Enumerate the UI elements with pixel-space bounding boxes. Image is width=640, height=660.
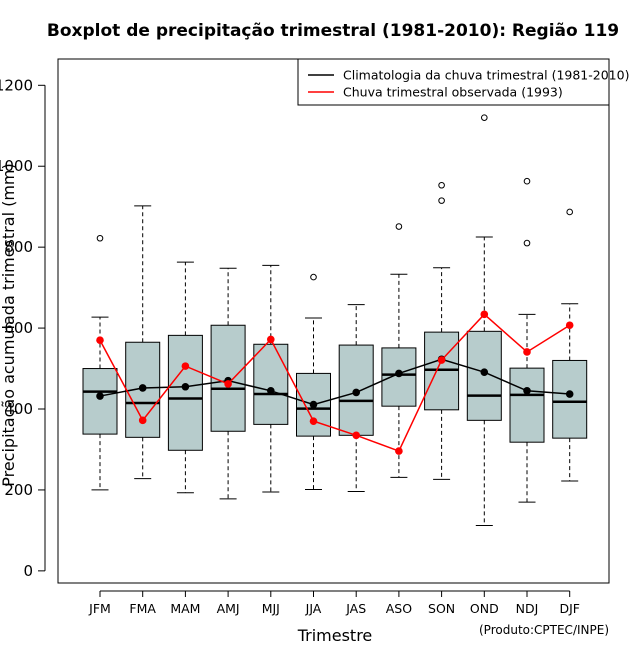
y-axis-label: Precipitação acumulada trimestral (mm) [0,163,18,487]
climatology-point [96,392,104,400]
y-tick-label: 0 [23,562,33,580]
x-tick-label: MAM [170,601,200,616]
outlier-point [438,197,445,204]
box-ond [466,114,502,527]
y-tick-label: 600 [4,319,33,337]
outlier-point [96,234,104,242]
credit-note: (Produto:CPTEC/INPE) [479,623,609,637]
observed-point [437,356,446,364]
outlier-point [523,177,531,185]
observed-point [480,310,489,319]
box-mam [167,261,203,494]
legend-label: Chuva trimestral observada (1993) [343,85,563,100]
outlier-point [438,181,445,189]
iqr-box [82,368,118,435]
outlier-point [481,114,488,121]
observed-point [138,416,147,425]
chart-title: Boxplot de precipitação trimestral (1981… [47,21,619,41]
x-tick-label: SON [428,601,455,616]
observed-point [352,431,361,440]
outlier-point [310,273,317,281]
climatology-point [523,386,531,395]
observed-point [309,417,318,425]
box-jfm [82,234,118,491]
x-tick-label: MJJ [262,601,280,616]
x-tick-label: DJF [559,601,580,616]
legend-box [297,58,610,106]
box-mjj [253,264,289,493]
x-tick-label: AMJ [217,601,240,616]
y-tick-label: 800 [4,238,33,256]
legend-label: Climatologia da chuva trimestral (1981-2… [343,68,629,83]
y-tick-label: 1200 [0,76,33,94]
box-jja [296,273,331,491]
observed-point [96,336,104,345]
outlier-point [395,223,403,230]
climatology-point [309,400,318,409]
x-tick-label: ASO [386,601,412,616]
box-son [424,181,460,480]
observed-point [565,321,574,330]
outlier-point [566,208,574,216]
plot-frame [57,58,610,584]
x-tick-label: FMA [129,601,156,616]
observed-point [267,335,275,344]
y-tick-label: 1000 [0,157,33,175]
observed-point [224,380,232,388]
climatology-point [352,388,361,397]
climatology-point [138,384,147,392]
x-axis-label: Trimestre [297,626,373,645]
box-ndj [509,177,545,503]
observed-line [99,313,571,453]
iqr-box [509,367,545,443]
x-tick-label: OND [470,601,499,616]
x-tick-label: NDJ [516,601,539,616]
climatology-point [395,369,403,378]
climatology-point [565,390,574,398]
x-tick-label: JFM [88,601,111,616]
box-aso [381,223,417,478]
iqr-box [253,343,289,425]
legend: Climatologia da chuva trimestral (1981-2… [297,58,629,106]
iqr-box [167,334,203,451]
box-fma [125,205,161,480]
climatology-point [267,386,275,395]
x-tick-label: JJA [305,601,322,616]
climatology-line [99,358,570,406]
observed-point [395,447,403,455]
x-tick-label: JAS [345,601,366,616]
y-tick-label: 200 [4,481,33,499]
observed-point [523,348,531,356]
y-tick-label: 400 [4,400,33,418]
box-djf [552,208,588,482]
observed-point [181,362,190,370]
box-jas [338,304,374,493]
climatology-point [480,368,489,376]
iqr-box [552,359,588,439]
climatology-point [181,382,190,391]
outlier-point [523,239,531,247]
